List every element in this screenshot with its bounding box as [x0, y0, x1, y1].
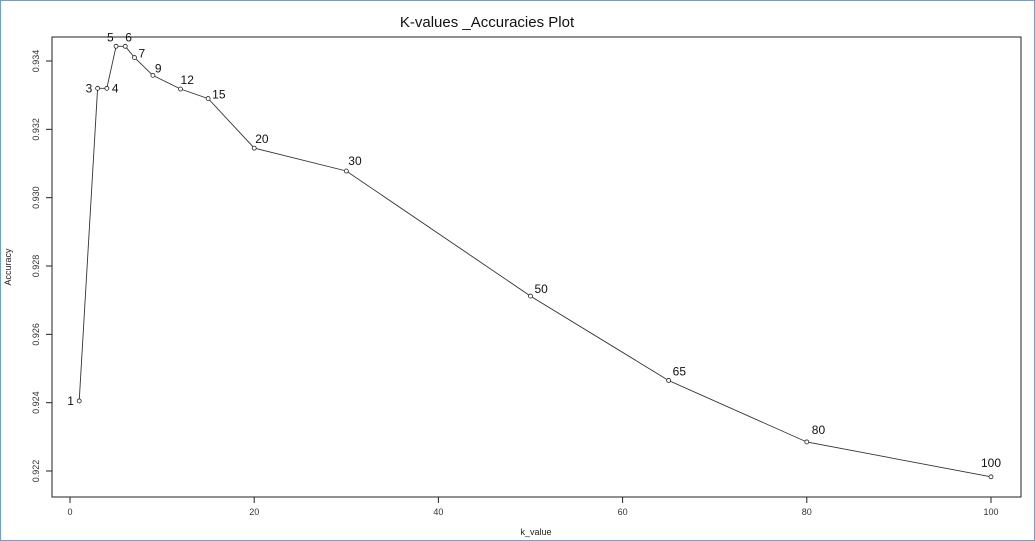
point-label: 3 [86, 81, 93, 95]
data-point [804, 439, 810, 445]
data-point [76, 398, 82, 404]
point-label: 9 [155, 61, 162, 75]
data-point [988, 474, 994, 480]
point-label: 100 [981, 456, 1001, 470]
y-axis: 0.922 0.924 0.926 0.928 0.930 0.932 0.934 [31, 50, 53, 483]
point-label: 50 [535, 282, 549, 296]
data-point [95, 85, 101, 91]
data-point [150, 72, 156, 78]
point-label: 7 [138, 47, 145, 61]
point-label: 6 [125, 30, 132, 44]
data-point [528, 293, 533, 299]
point-label: 80 [812, 423, 826, 437]
data-point [122, 43, 128, 49]
y-axis-label: Accuracy [3, 248, 13, 286]
point-label: 4 [112, 81, 119, 95]
point-label: 1 [67, 394, 74, 408]
point-label: 65 [673, 364, 687, 378]
y-tick-label: 0.930 [31, 186, 41, 209]
x-tick-label: 100 [983, 507, 998, 517]
data-point [113, 43, 119, 49]
accuracy-series-line [78, 45, 992, 478]
x-tick-label: 60 [618, 507, 628, 517]
data-point [132, 55, 137, 60]
x-axis: 0 20 40 60 80 100 [67, 496, 999, 517]
y-tick-label: 0.926 [31, 323, 41, 346]
y-tick-label: 0.934 [31, 50, 41, 73]
x-tick-label: 20 [249, 507, 259, 517]
data-point [343, 168, 349, 174]
data-markers [76, 43, 994, 480]
x-tick-label: 0 [67, 507, 72, 517]
plot-area-border [51, 36, 1022, 498]
x-axis-label: k_value [520, 527, 551, 537]
x-tick-label: 40 [433, 507, 443, 517]
y-tick-label: 0.924 [31, 391, 41, 414]
point-label: 5 [107, 30, 114, 44]
point-label: 20 [255, 132, 269, 146]
data-point [104, 85, 110, 91]
y-tick-label: 0.932 [31, 118, 41, 141]
y-tick-label: 0.928 [31, 255, 41, 278]
data-point [251, 145, 257, 151]
point-label: 30 [348, 154, 362, 168]
point-label: 15 [212, 88, 226, 102]
point-label: 12 [181, 73, 195, 87]
y-tick-label: 0.922 [31, 460, 41, 483]
data-point [666, 378, 672, 383]
data-point [178, 86, 183, 92]
x-tick-label: 80 [802, 507, 812, 517]
data-point [205, 96, 211, 101]
chart-title: K-values _Accuracies Plot [400, 14, 575, 31]
point-labels: 1 3 4 5 679 12 15 20 30 50 65 80 100 [67, 30, 1001, 470]
